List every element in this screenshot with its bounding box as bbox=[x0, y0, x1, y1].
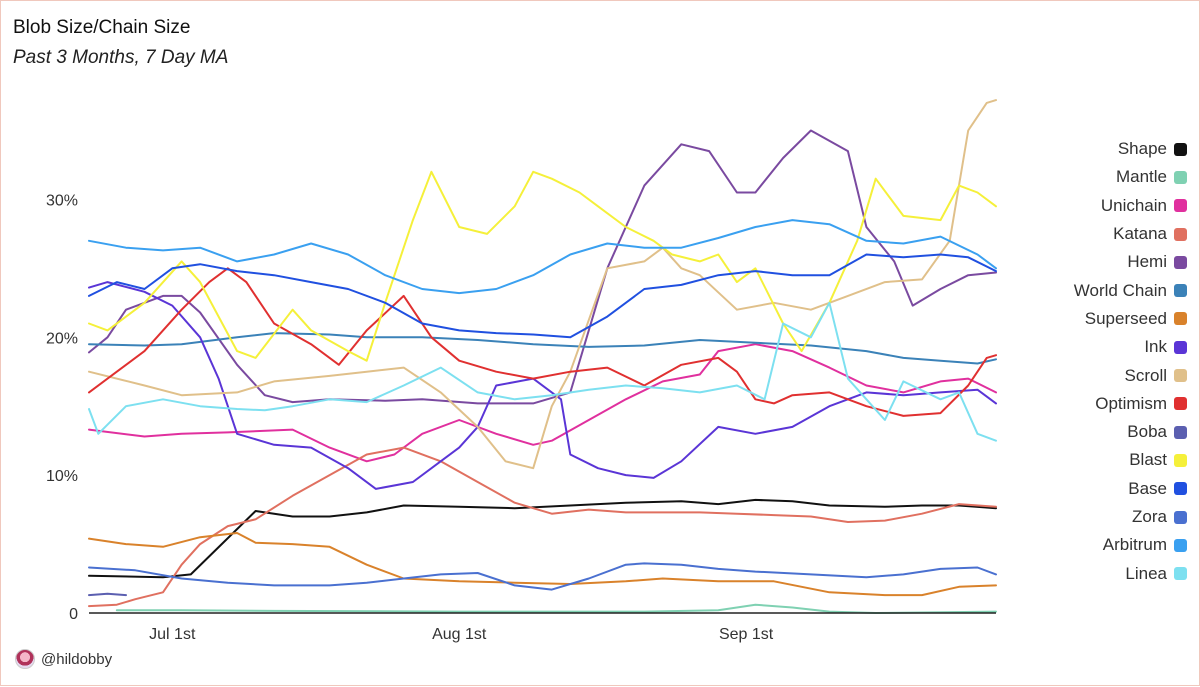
series-line-base bbox=[88, 253, 997, 339]
chart-subtitle: Past 3 Months, 7 Day MA bbox=[13, 47, 229, 68]
legend-label: Blast bbox=[1129, 450, 1167, 470]
legend-swatch bbox=[1174, 199, 1187, 213]
legend-item-zora: Zora bbox=[987, 503, 1187, 531]
legend-swatch bbox=[1174, 227, 1187, 241]
legend-label: Shape bbox=[1117, 139, 1167, 159]
legend-label: Scroll bbox=[1124, 365, 1167, 385]
legend-swatch bbox=[1174, 453, 1187, 467]
series-line-shape bbox=[88, 498, 997, 579]
chart-legend: Shape Mantle Unichain Katana Hemi World Chain… bbox=[987, 135, 1187, 588]
legend-swatch bbox=[1174, 340, 1187, 354]
legend-item-katana: Katana bbox=[987, 220, 1187, 248]
y-tick-label: 10% bbox=[46, 468, 78, 485]
series-line-linea bbox=[88, 301, 997, 442]
legend-swatch bbox=[1174, 255, 1187, 269]
legend-label: Katana bbox=[1113, 224, 1167, 244]
series-line-unichain bbox=[88, 343, 997, 463]
chart-title: Blob Size/Chain Size bbox=[13, 17, 191, 38]
legend-item-ink: Ink bbox=[987, 333, 1187, 361]
legend-item-arbitrum: Arbitrum bbox=[987, 531, 1187, 559]
series-line-boba bbox=[88, 592, 127, 597]
y-tick-label: 0 bbox=[69, 606, 78, 623]
y-tick-label: 30% bbox=[46, 192, 78, 209]
legend-item-hemi: Hemi bbox=[987, 248, 1187, 276]
legend-swatch bbox=[1174, 142, 1187, 156]
legend-item-unichain: Unichain bbox=[987, 192, 1187, 220]
legend-swatch bbox=[1174, 284, 1187, 298]
series-line-ink bbox=[88, 281, 997, 490]
legend-swatch bbox=[1174, 510, 1187, 524]
y-tick-label: 20% bbox=[46, 330, 78, 347]
legend-swatch bbox=[1174, 482, 1187, 496]
legend-item-shape: Shape bbox=[987, 135, 1187, 163]
legend-swatch bbox=[1174, 425, 1187, 439]
author-handle: @hildobby bbox=[41, 650, 113, 668]
series-line-scroll bbox=[88, 99, 997, 470]
legend-label: Superseed bbox=[1084, 308, 1167, 328]
series-line-blast bbox=[88, 170, 997, 362]
series-line-mantle bbox=[115, 603, 997, 614]
series-line-arbitrum bbox=[88, 219, 997, 295]
legend-swatch bbox=[1174, 312, 1187, 326]
legend-item-linea: Linea bbox=[987, 559, 1187, 587]
series-line-hemi bbox=[88, 129, 997, 405]
series-line-zora bbox=[88, 562, 997, 591]
avatar bbox=[15, 649, 35, 669]
legend-item-scroll: Scroll bbox=[987, 361, 1187, 389]
legend-swatch bbox=[1174, 369, 1187, 383]
x-tick-label: Aug 1st bbox=[432, 626, 487, 643]
legend-swatch bbox=[1174, 538, 1187, 552]
legend-label: Optimism bbox=[1095, 393, 1167, 413]
legend-item-blast: Blast bbox=[987, 446, 1187, 474]
legend-item-optimism: Optimism bbox=[987, 390, 1187, 418]
legend-swatch bbox=[1174, 567, 1187, 581]
series-line-katana bbox=[88, 446, 997, 608]
legend-item-world-chain: World Chain bbox=[987, 276, 1187, 304]
legend-label: Zora bbox=[1132, 507, 1167, 526]
x-tick-label: Jul 1st bbox=[149, 626, 196, 643]
legend-item-superseed: Superseed bbox=[987, 305, 1187, 333]
legend-label: Hemi bbox=[1127, 252, 1167, 272]
legend-swatch bbox=[1174, 397, 1187, 411]
legend-label: Linea bbox=[1125, 563, 1167, 583]
legend-label: Ink bbox=[1144, 337, 1167, 357]
legend-label: Unichain bbox=[1100, 195, 1167, 215]
legend-item-base: Base bbox=[987, 475, 1187, 503]
legend-label: Arbitrum bbox=[1102, 535, 1167, 555]
x-tick-label: Sep 1st bbox=[719, 626, 774, 643]
series-line-superseed bbox=[88, 532, 997, 597]
series-line-world-chain bbox=[88, 332, 997, 365]
legend-item-boba: Boba bbox=[987, 418, 1187, 446]
legend-label: Boba bbox=[1127, 422, 1167, 442]
legend-label: Mantle bbox=[1115, 167, 1167, 187]
legend-swatch bbox=[1174, 170, 1187, 184]
legend-label: Base bbox=[1128, 478, 1167, 498]
legend-label: World Chain bbox=[1073, 280, 1167, 300]
legend-item-mantle: Mantle bbox=[987, 163, 1187, 191]
author-credit: @hildobby bbox=[15, 649, 112, 669]
